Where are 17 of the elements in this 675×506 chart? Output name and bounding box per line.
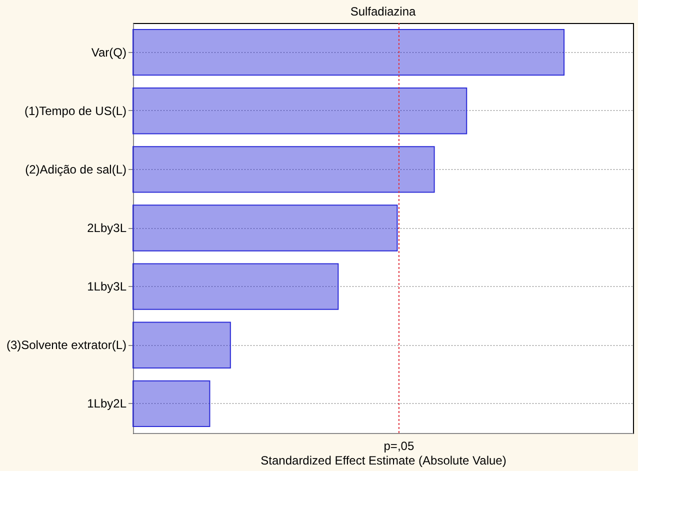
x-axis-title: Standardized Effect Estimate (Absolute Value) (260, 454, 506, 468)
y-tick-label: 2Lby3L (87, 221, 127, 235)
bar (132, 263, 339, 310)
y-tick-label: 1Lby3L (87, 280, 127, 294)
y-tick-label: 1Lby2L (87, 396, 127, 411)
bar (132, 204, 398, 252)
ref-line-label: p=,05 (384, 439, 414, 453)
bar (132, 322, 231, 368)
bar (132, 380, 210, 428)
y-tick-label: (1)Tempo de US(L) (24, 104, 126, 118)
y-tick-label: Var(Q) (91, 45, 127, 60)
y-tick-label: (3)Solvente extrator(L) (6, 338, 127, 352)
bar (132, 88, 468, 134)
y-tick-label: (2)Adição de sal(L) (25, 162, 126, 176)
bar (132, 28, 565, 76)
chart-title: Sulfadiazina (350, 4, 416, 18)
bar (132, 146, 435, 193)
